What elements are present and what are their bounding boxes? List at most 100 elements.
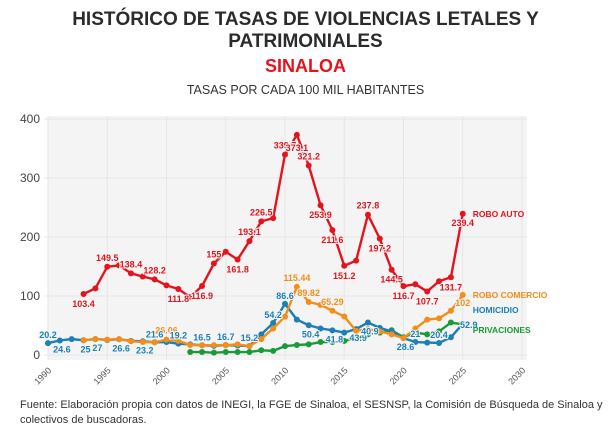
data-label-homicidio: 16.7 xyxy=(217,332,235,342)
data-label-homicidio: 28.6 xyxy=(397,342,415,352)
x-tick-label: 1995 xyxy=(91,365,112,386)
data-point-robo-auto xyxy=(305,162,312,169)
data-point-robo-auto xyxy=(92,285,99,292)
data-point-robo-comercio xyxy=(436,315,443,322)
data-label-homicidio: 27 xyxy=(92,343,102,353)
data-point-robo-comercio xyxy=(187,341,194,348)
data-point-privaciones xyxy=(246,349,253,356)
data-label-robo-comercio: 26.06 xyxy=(155,326,178,336)
data-label-robo-auto: 107.7 xyxy=(416,296,439,306)
data-label-robo-auto: 111.8 xyxy=(168,294,190,304)
data-point-privaciones xyxy=(353,335,360,342)
data-point-privaciones xyxy=(282,343,288,350)
data-point-robo-comercio xyxy=(92,336,99,343)
data-point-robo-comercio xyxy=(222,342,229,349)
legend-label-robo-comercio: ROBO COMERCIO xyxy=(473,290,548,300)
data-point-robo-auto xyxy=(282,151,288,158)
y-tick-label: 200 xyxy=(20,230,40,244)
data-point-robo-comercio xyxy=(210,342,217,349)
data-label-robo-auto: 339.7 xyxy=(274,141,297,151)
data-point-robo-auto xyxy=(353,257,360,264)
data-point-privaciones xyxy=(199,349,206,356)
plot-background xyxy=(48,116,527,360)
data-point-robo-auto xyxy=(127,270,134,277)
data-point-privaciones xyxy=(222,349,229,356)
data-point-homicidio xyxy=(317,325,324,332)
x-tick-label: 1990 xyxy=(32,365,53,386)
data-point-homicidio xyxy=(282,300,288,307)
y-tick-label: 0 xyxy=(33,348,40,362)
data-point-homicidio xyxy=(293,316,300,323)
data-point-privaciones xyxy=(317,339,324,346)
data-point-robo-comercio xyxy=(447,307,454,314)
data-label-robo-auto: 131.7 xyxy=(440,282,463,292)
data-label-robo-auto: 197.2 xyxy=(369,244,392,254)
data-point-robo-auto xyxy=(175,286,182,293)
data-point-robo-auto xyxy=(364,211,371,218)
data-point-robo-comercio xyxy=(199,342,206,349)
data-point-robo-comercio xyxy=(246,343,253,350)
data-label-robo-auto: 155 xyxy=(206,250,221,260)
data-point-robo-comercio xyxy=(400,335,407,342)
data-point-robo-comercio xyxy=(376,328,383,335)
data-point-robo-comercio xyxy=(341,313,348,320)
data-point-robo-auto xyxy=(139,273,146,280)
data-point-homicidio xyxy=(68,336,75,343)
data-label-homicidio: 52.9 xyxy=(460,320,478,330)
data-label-robo-auto: 253.9 xyxy=(309,210,332,220)
x-tick-label: 2000 xyxy=(151,365,172,386)
data-label-robo-auto: 226.5 xyxy=(250,207,273,217)
data-point-robo-comercio xyxy=(175,337,182,344)
data-point-robo-comercio xyxy=(329,307,336,314)
data-label-homicidio: 43.9 xyxy=(349,333,367,343)
data-point-robo-comercio xyxy=(317,301,324,308)
data-point-robo-auto xyxy=(234,256,241,263)
data-label-robo-comercio: 115.44 xyxy=(283,273,310,283)
data-point-robo-comercio xyxy=(424,316,431,323)
data-point-robo-auto xyxy=(412,281,419,288)
data-label-homicidio: 41.8 xyxy=(326,334,344,344)
chart-title-line-2: PATRIMONIALES xyxy=(228,31,383,52)
chart-subtitle: TASAS POR CADA 100 MIL HABITANTES xyxy=(186,83,425,97)
data-point-homicidio xyxy=(412,339,419,346)
data-point-privaciones xyxy=(187,349,194,356)
data-point-homicidio xyxy=(436,339,443,346)
data-label-homicidio: 24.6 xyxy=(53,344,71,354)
data-label-robo-auto: 321.2 xyxy=(297,151,320,161)
data-point-privaciones xyxy=(341,337,348,344)
data-point-robo-comercio xyxy=(151,339,158,346)
data-point-homicidio xyxy=(341,329,348,336)
legend-label-privaciones: PRIVACIONES xyxy=(473,325,531,335)
legend-label-robo-auto: ROBO AUTO xyxy=(473,209,525,219)
data-point-robo-auto xyxy=(400,283,407,290)
x-tick-label: 2015 xyxy=(328,365,349,386)
data-point-robo-comercio xyxy=(234,341,241,348)
data-label-robo-comercio: 89.82 xyxy=(297,288,320,298)
data-point-robo-auto xyxy=(329,227,336,234)
data-point-robo-auto xyxy=(258,218,265,225)
data-point-robo-auto xyxy=(163,282,170,289)
data-point-robo-comercio xyxy=(270,325,277,332)
x-tick-label: 2010 xyxy=(269,365,290,386)
data-label-robo-auto: 144.5 xyxy=(380,275,403,285)
data-point-robo-auto xyxy=(341,262,348,269)
data-label-robo-auto: 239.4 xyxy=(451,218,474,228)
data-point-robo-comercio xyxy=(163,336,170,343)
x-tick-label: 2020 xyxy=(388,365,409,386)
data-point-privaciones xyxy=(210,349,217,356)
data-label-robo-auto: 138.4 xyxy=(120,259,143,269)
x-tick-label: 2025 xyxy=(447,365,468,386)
data-point-robo-auto xyxy=(270,215,277,222)
data-point-homicidio xyxy=(56,337,63,344)
data-point-privaciones xyxy=(234,349,241,356)
data-point-homicidio xyxy=(364,319,371,326)
y-tick-label: 300 xyxy=(20,171,40,185)
y-tick-label: 100 xyxy=(20,289,40,303)
source-note: Fuente: Elaboración propia con datos de … xyxy=(20,399,603,426)
data-label-homicidio: 19.2 xyxy=(170,331,188,341)
chart-title-line-1: HISTÓRICO DE TASAS DE VIOLENCIAS LETALES… xyxy=(72,9,539,30)
data-point-robo-comercio xyxy=(258,336,265,343)
data-point-homicidio xyxy=(447,334,454,341)
data-point-homicidio xyxy=(459,320,466,327)
